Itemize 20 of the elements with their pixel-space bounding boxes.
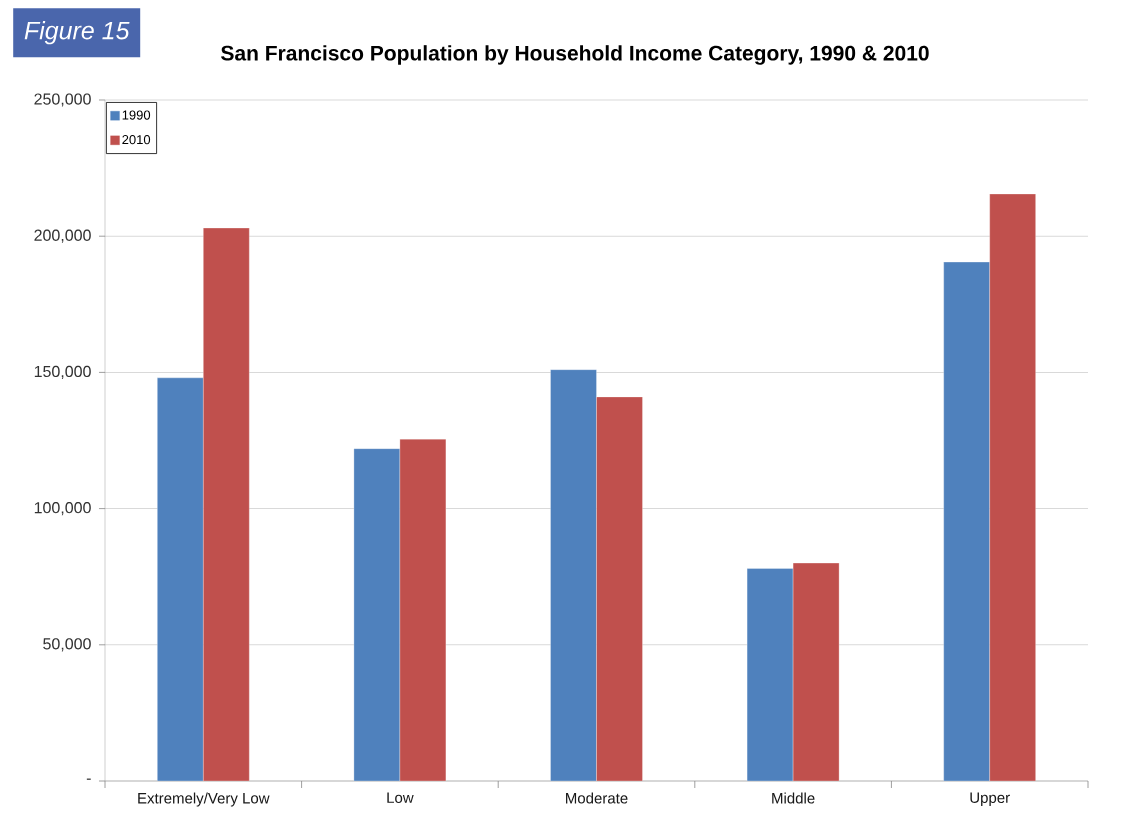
x-tick-label: Extremely/Very Low: [138, 792, 270, 807]
y-tick-label: 200,000: [34, 229, 91, 243]
y-tick-label: 100,000: [34, 501, 91, 516]
x-tick-label: Middle: [772, 792, 815, 804]
bar: [746, 568, 794, 781]
y-tick-label: 250,000: [34, 93, 91, 107]
legend-label: 1990: [122, 110, 151, 120]
legend-label: 2010: [122, 135, 151, 145]
bar: [157, 377, 204, 781]
bar: [353, 448, 401, 781]
y-tick-label: 50,000: [43, 638, 91, 652]
y-tick-label: 150,000: [34, 365, 91, 379]
y-tick-label: -: [86, 778, 91, 780]
bar: [943, 261, 990, 781]
bar: [550, 369, 597, 781]
x-tick-label: Moderate: [566, 792, 628, 804]
x-tick-label: Low: [387, 792, 414, 803]
x-tick-label: Upper: [970, 792, 1010, 806]
caption: Figure 15: [24, 21, 130, 45]
chart-title: San Francisco Population by Household Income Category, 1990 & 2010: [221, 45, 929, 65]
